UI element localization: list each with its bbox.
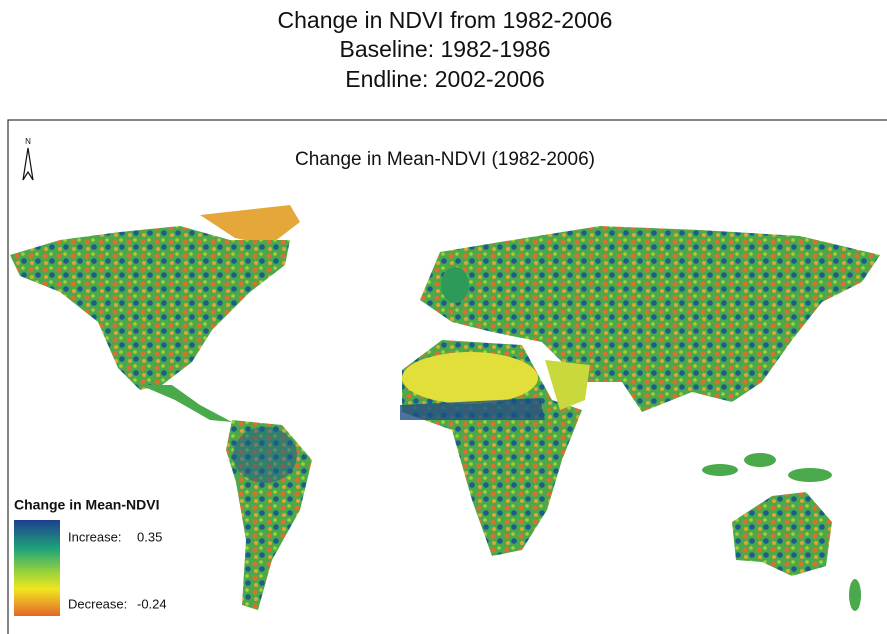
title-line: Endline: 2002-2006 [345,66,545,92]
map-title: Change in Mean-NDVI (1982-2006) [295,149,595,170]
title-line: Baseline: 1982-1986 [340,36,551,62]
legend-title: Change in Mean-NDVI [14,497,159,513]
title-line: Change in NDVI from 1982-2006 [278,7,613,33]
page: Change in NDVI from 1982-2006 Baseline: … [0,0,887,634]
legend-min-value: -0.24 [137,596,167,611]
legend-max-value: 0.35 [137,529,162,544]
legend-max-label: Increase: [68,529,121,544]
legend-ramp [14,520,60,616]
legend-min-label: Decrease: [68,596,127,611]
figure: Change in NDVI from 1982-2006 Baseline: … [0,0,887,634]
north-label: N [25,137,31,146]
